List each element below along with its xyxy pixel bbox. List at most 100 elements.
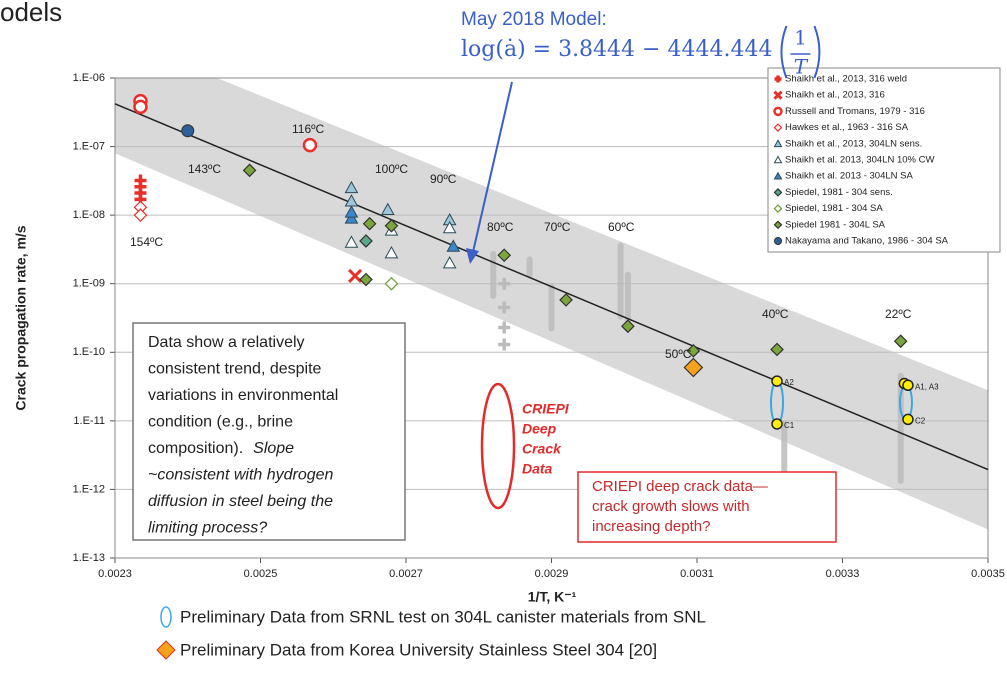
y-tick-label: 1.E-12 [73,483,105,495]
legend-marker [774,75,782,83]
legend-marker [773,188,783,197]
y-tick-label: 1.E-13 [73,552,105,564]
point [683,357,704,378]
criepi-range [526,256,533,279]
plot: 1.E-13 1.E-12 1.E-11 1.E-10 1.E-09 1.E-08 1.E-… [13,9,1005,660]
point [344,180,359,194]
bottom-legend-icon [160,606,172,628]
srnl-point-label: A1, A3 [915,382,939,391]
paren [780,25,788,79]
criepi-range [624,271,631,332]
point [362,216,377,231]
point [133,208,148,222]
legend-marker [773,220,783,230]
note-box [132,322,406,541]
y-tick-label: 1.E-10 [73,346,105,358]
legend-label: Shaikh et al., 2013, 316 weld [785,74,907,85]
point [498,338,511,351]
equation-numerator: 1 [794,26,807,50]
temperature-label: 50ºC [665,347,692,361]
note-text: consistent trend, despite [148,361,322,378]
legend-marker [774,237,782,245]
point [344,205,359,218]
y-tick-label: 1.E-06 [73,72,105,84]
plot-frame [114,77,989,559]
legend-marker [773,171,783,180]
legend-label: Shaikh et al. 2013 - 304LN SA [785,171,913,182]
x-tick-label: 0.0023 [98,568,132,580]
criepi-note-box [577,471,837,543]
criepi-label: Deep [522,421,557,437]
model-line [114,103,989,471]
temperature-label: 154ºC [130,235,163,249]
x-tick-label: 0.0033 [826,568,860,580]
point [380,202,395,216]
arrow-shaft [472,81,513,253]
x-tick-label: 0.0031 [680,568,714,580]
y-axis-label: Crack propagation rate, m/s [13,225,29,410]
point [359,234,373,248]
temperature-label: 90ºC [430,172,457,186]
point [442,220,457,234]
paren [813,25,821,79]
point [621,319,635,334]
temperature-label: 80ºC [487,220,514,234]
point [559,293,573,307]
point [348,268,363,283]
y-tick-label: 1.E-09 [73,278,105,290]
y-tick-label: 1.E-08 [73,209,105,221]
criepi-note-text: crack growth slows with [592,498,750,515]
bottom-legend-text: Preliminary Data from SRNL test on 304L … [180,607,706,626]
legend-marker [773,139,783,148]
point [384,276,399,291]
note-text: composition). [148,440,243,457]
point [302,137,318,153]
point [384,218,399,233]
point [770,342,784,357]
y-tick-label: 1.E-11 [73,415,105,427]
criepi-label: CRIEPI [522,401,570,417]
model-title: May 2018 Model: [461,9,607,30]
criepi-ellipse [480,382,516,510]
x-tick-label: 0.0027 [389,568,423,580]
note-text: variations in environmental [148,387,338,404]
srnl-point [771,418,783,430]
x-axis-label: 1/T, K⁻¹ [528,589,577,605]
srnl-point-label: C1 [784,421,795,430]
legend-label: Russell and Tromans, 1979 - 316 [785,106,925,117]
point [133,99,148,115]
arrow-head [466,248,479,264]
temperature-label: 22ºC [885,307,912,321]
point [498,277,511,290]
criepi-range [548,283,555,332]
point [497,248,512,263]
page-fragment: odels [0,0,62,27]
bottom-legend-icon [156,640,176,660]
legend-label: Shaikh et al., 2013, 304LN sens. [785,138,922,149]
note-text: ~consistent with hydrogen [148,467,334,484]
criepi-note-text: increasing depth? [592,518,710,535]
x-tick-label: 0.0029 [535,568,569,580]
criepi-range [617,242,624,320]
srnl-point-label: C2 [915,417,926,426]
x-tick-label: 0.0025 [244,568,278,580]
legend-label: Spiedel, 1981 - 304 sens. [785,187,893,198]
legend-label: Shaikh et al., 2013, 316 [785,90,885,101]
bottom-legend-text: Preliminary Data from Korea University S… [180,640,657,659]
y-tick-label: 1.E-07 [73,140,105,152]
point [344,235,359,248]
note-text: condition (e.g., brine [148,414,293,431]
x-tick-label: 0.0035 [971,568,1005,580]
temperature-label: 143ºC [188,162,221,176]
temperature-label: 116ºC [292,122,325,136]
legend-label: Spiedel, 1981 - 304 SA [785,203,883,214]
legend-label: Shaikh et al. 2013, 304LN 10% CW [785,155,934,166]
srnl-point [771,375,783,387]
point [442,256,457,269]
temperature-label: 40ºC [762,307,789,321]
point [181,124,195,138]
srnl-point [902,379,914,392]
criepi-note-text: CRIEPI deep crack data— [592,478,768,495]
legend-label: Nakayama and Takano, 1986 - 304 SA [785,236,949,247]
